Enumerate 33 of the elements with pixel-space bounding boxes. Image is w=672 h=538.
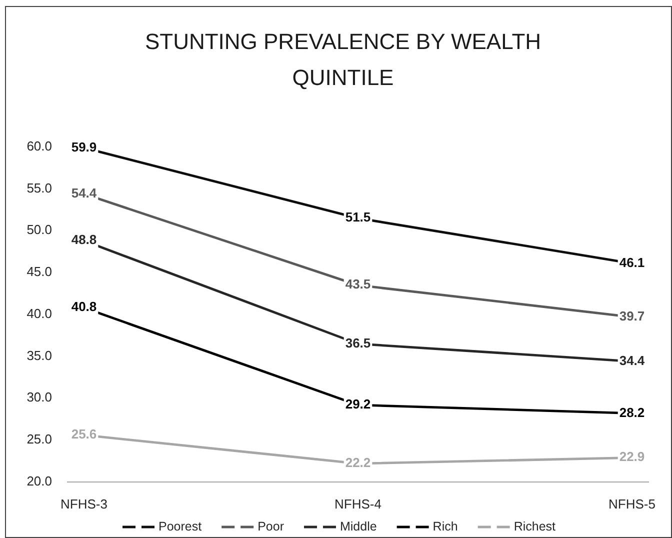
y-tick-label: 40.0	[26, 306, 52, 321]
data-label: 29.2	[345, 396, 371, 412]
data-label: 59.9	[71, 139, 97, 154]
legend-label: Richest	[514, 519, 556, 534]
legend-label: Rich	[432, 519, 458, 534]
legend-label: Poorest	[158, 519, 202, 534]
chart-title: STUNTING PREVALENCE BY WEALTH QUINTILE	[144, 29, 542, 90]
y-tick-label: 50.0	[26, 222, 52, 238]
data-label: 48.8	[71, 232, 97, 248]
legend-label: Middle	[340, 519, 377, 534]
data-label: 40.8	[71, 299, 97, 314]
x-tick-label: NFHS-3	[60, 496, 108, 512]
legend-label: Poor	[258, 519, 284, 534]
data-label: 36.5	[345, 335, 371, 350]
y-tick-label: 60.0	[26, 138, 52, 154]
y-tick-label: 55.0	[26, 180, 52, 196]
data-label: 28.2	[619, 404, 645, 420]
y-tick-label: 25.0	[26, 432, 52, 447]
data-label: 54.4	[71, 185, 98, 200]
data-label: 22.2	[345, 455, 371, 470]
data-label: 51.5	[345, 210, 371, 225]
data-label: 39.7	[619, 308, 645, 324]
data-label: 25.6	[71, 426, 97, 442]
data-label: 46.1	[619, 254, 645, 270]
y-tick-label: 20.0	[26, 473, 52, 488]
data-label: 43.5	[345, 276, 371, 292]
y-tick-label: 45.0	[26, 264, 52, 280]
data-label: 34.4	[619, 352, 646, 368]
y-tick-label: 30.0	[26, 390, 52, 405]
y-tick-label: 35.0	[26, 348, 52, 363]
x-tick-label: NFHS-5	[608, 496, 656, 512]
x-tick-label: NFHS-4	[334, 496, 382, 512]
data-label: 22.9	[619, 449, 645, 464]
